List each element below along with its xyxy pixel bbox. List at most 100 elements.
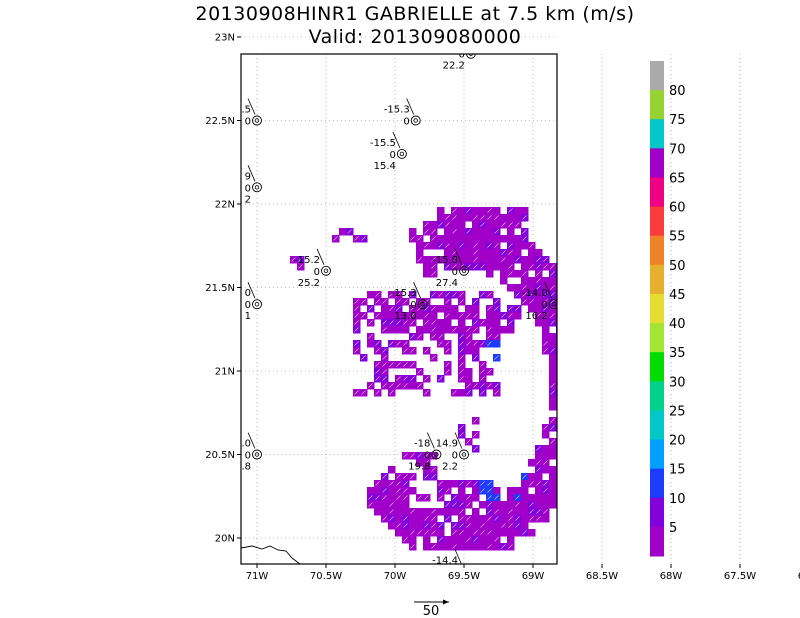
wind-cell [430, 354, 438, 362]
wind-barb [731, 466, 738, 482]
wind-cell [549, 319, 557, 327]
colorbar-label: 30 [669, 375, 686, 390]
wind-vector [354, 320, 359, 325]
wind-cell [430, 326, 438, 334]
wind-cell [528, 291, 536, 299]
wind-vector [473, 383, 478, 388]
wind-cell [409, 487, 417, 495]
wind-cell [500, 235, 508, 243]
station-dot [697, 52, 701, 56]
wind-vector [417, 334, 422, 339]
wind-vector [459, 362, 464, 367]
wind-cell [444, 221, 452, 229]
wind-vector [508, 523, 513, 528]
wind-vector [473, 264, 478, 269]
wind-vector [473, 250, 478, 255]
wind-cell [423, 305, 431, 313]
wind-barb [247, 432, 256, 449]
wind-cell [353, 235, 361, 243]
wind-cell [409, 473, 417, 481]
station-temp: 0 [245, 288, 251, 299]
wind-vector [487, 544, 492, 549]
wind-cell [451, 326, 459, 334]
wind-vector [515, 495, 520, 500]
wind-vector [354, 306, 359, 311]
wind-cell [514, 529, 522, 537]
wind-vector [431, 257, 436, 262]
wind-cell [430, 235, 438, 243]
wind-cell [367, 340, 375, 348]
x-tick-label: 69W [522, 571, 545, 582]
wind-cell [535, 312, 543, 320]
wind-cell [486, 207, 494, 215]
wind-cell [542, 326, 550, 334]
wind-cell [451, 305, 459, 313]
wind-vector [424, 516, 429, 521]
wind-vector [403, 299, 408, 304]
station-ring [459, 265, 469, 276]
wind-cell [388, 361, 396, 369]
wind-cell [451, 221, 459, 229]
wind-cell [486, 340, 494, 348]
wind-vector [410, 544, 415, 549]
wind-vector [445, 215, 450, 220]
wind-cell [444, 347, 452, 355]
wind-vector [403, 383, 408, 388]
wind-vector [508, 320, 513, 325]
wind-cell [479, 529, 487, 537]
wind-vector [536, 516, 541, 521]
wind-vector [382, 362, 387, 367]
wind-cell [465, 305, 473, 313]
wind-cell [451, 480, 459, 488]
station-temp: 6.5 [235, 105, 251, 116]
wind-vector [480, 341, 485, 346]
wind-cell [507, 284, 515, 292]
wind-cell [507, 515, 515, 523]
wind-cell [367, 487, 375, 495]
x-tick-label: 70.5W [310, 571, 342, 582]
wind-vector [368, 306, 373, 311]
wind-cell [430, 529, 438, 537]
wind-vector [452, 215, 457, 220]
wind-cell [493, 508, 501, 516]
wind-vector [466, 481, 471, 486]
wind-vector [382, 369, 387, 374]
wind-cell [346, 228, 354, 236]
wind-cell [423, 522, 431, 530]
colorbar-swatch [650, 177, 664, 208]
station-dot [420, 302, 425, 307]
wind-vector [382, 320, 387, 325]
wind-vector [529, 264, 534, 269]
wind-vector [291, 257, 296, 262]
wind-cell [472, 522, 480, 530]
wind-cell [402, 298, 410, 306]
wind-cell [395, 305, 403, 313]
wind-cell [381, 494, 389, 502]
station-temp: -15.5 [370, 138, 396, 149]
wind-vector [487, 341, 492, 346]
wind-cell [402, 326, 410, 334]
wind-cell [451, 263, 459, 271]
wind-vector [543, 292, 548, 297]
wind-cell [507, 242, 515, 250]
station-temp: 5.0 [235, 439, 251, 450]
wind-cell [465, 333, 473, 341]
wind-vector [473, 446, 478, 451]
wind-cell [479, 340, 487, 348]
wind-cell [458, 529, 466, 537]
wind-cell [437, 529, 445, 537]
wind-cell [472, 298, 480, 306]
wind-vector [529, 299, 534, 304]
station-value: 15.4 [374, 161, 396, 172]
wind-vector [536, 460, 541, 465]
wind-vector [424, 243, 429, 248]
wind-vector [508, 264, 513, 269]
wind-cell [472, 249, 480, 257]
wind-vector [536, 467, 541, 472]
wind-cell [528, 480, 536, 488]
station-temp: -15.7 [439, 38, 465, 49]
wind-cell [465, 529, 473, 537]
wind-cell [486, 543, 494, 551]
wind-cell [444, 515, 452, 523]
